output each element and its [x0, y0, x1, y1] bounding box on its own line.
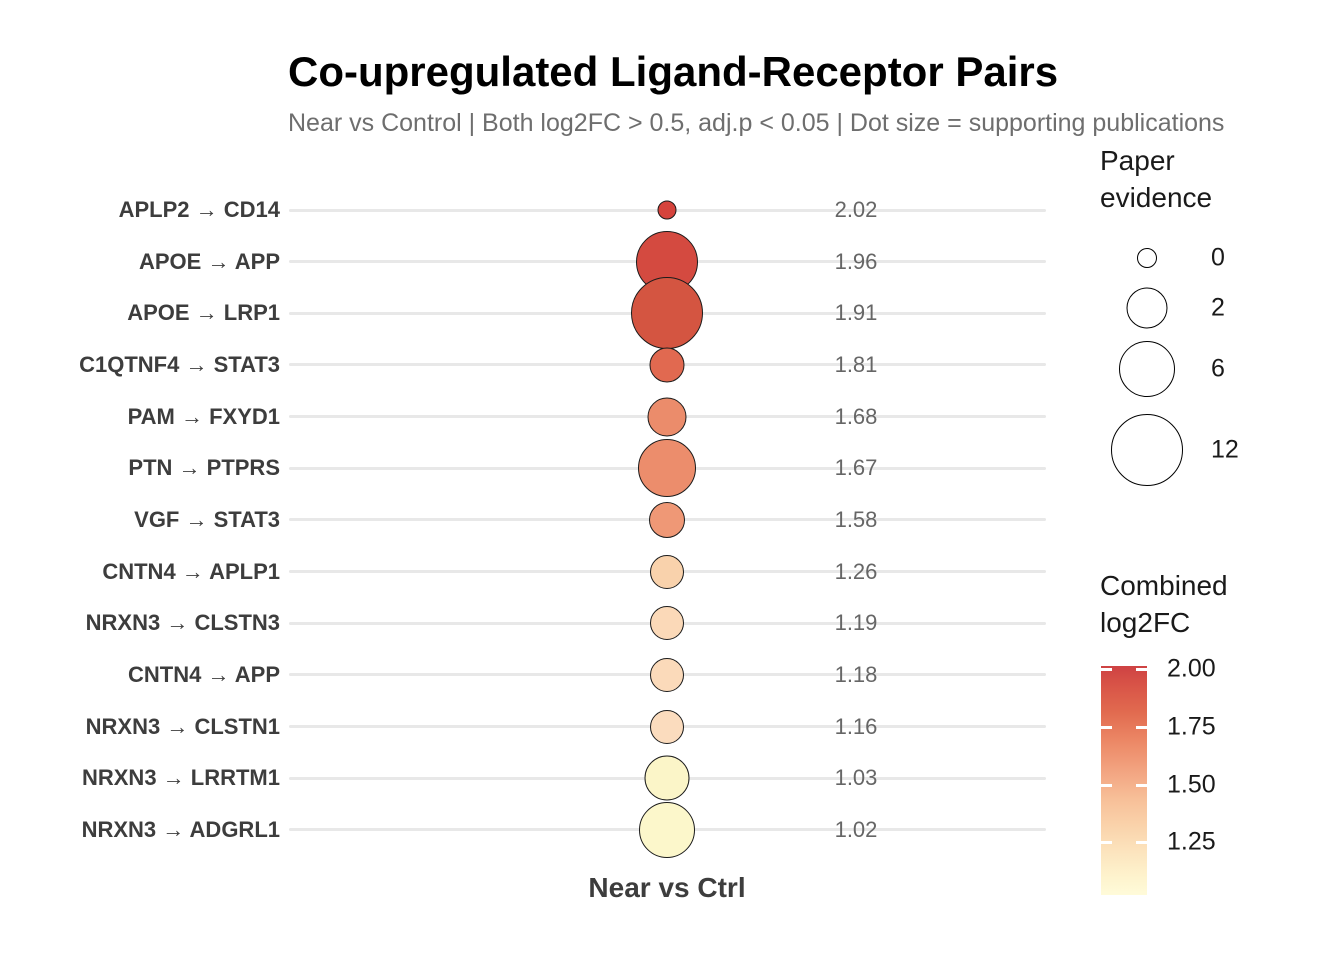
colorbar-tick-label: 2.00 [1167, 654, 1216, 683]
data-point-dot [631, 277, 703, 350]
y-axis-tick-label: C1QTNF4 → STAT3 [79, 351, 280, 377]
size-legend-label: 6 [1211, 354, 1225, 383]
y-axis-tick-label: CNTN4 → APP [128, 661, 280, 687]
data-point-dot [650, 657, 684, 692]
y-axis-tick-label: VGF → STAT3 [134, 506, 280, 532]
data-point-dot [657, 200, 677, 220]
value-label: 1.18 [834, 661, 878, 687]
y-axis-tick-label: CNTN4 → APLP1 [102, 558, 280, 584]
colorbar-tick-right [1136, 668, 1147, 671]
y-axis-tick-label: PTN → PTPRS [128, 455, 280, 481]
colorbar-tick-right [1136, 841, 1147, 844]
colorbar-tick-label: 1.50 [1167, 770, 1216, 799]
value-label: 2.02 [834, 197, 878, 222]
data-point-dot [650, 554, 684, 589]
colorbar-tick-label: 1.25 [1167, 827, 1216, 856]
value-label: 1.58 [834, 506, 878, 532]
size-legend-label: 2 [1211, 293, 1225, 322]
data-point-dot [644, 755, 690, 801]
data-point-dot [647, 397, 687, 437]
x-axis-tick-label: Near vs Ctrl [588, 872, 746, 903]
value-label: 1.81 [834, 351, 878, 377]
colorbar-tick-left [1101, 841, 1112, 844]
size-legend-circle [1126, 287, 1168, 329]
colorbar-tick-label: 1.75 [1167, 712, 1216, 741]
colorbar-tick-right [1136, 784, 1147, 787]
data-point-dot [639, 801, 695, 858]
y-axis-tick-label: NRXN3 → ADGRL1 [81, 816, 280, 842]
data-point-dot [649, 501, 685, 538]
size-legend-title: Paper evidence [1100, 145, 1213, 213]
value-label: 1.19 [834, 610, 878, 636]
size-legend-label: 12 [1211, 435, 1239, 464]
colorbar-tick-left [1101, 726, 1112, 729]
value-label: 1.96 [834, 248, 878, 274]
y-axis-tick-label: NRXN3 → CLSTN3 [85, 610, 280, 636]
size-legend-circle [1111, 414, 1183, 486]
y-axis-tick-label: APLP2 → CD14 [118, 197, 280, 222]
color-legend-title: Combined log2FC [1100, 570, 1228, 638]
size-legend-circle [1119, 341, 1175, 397]
y-axis-tick-label: APOE → LRP1 [127, 300, 280, 326]
y-axis-tick-label: NRXN3 → LRRTM1 [81, 765, 280, 791]
value-label: 1.91 [834, 300, 878, 326]
value-label: 1.02 [834, 816, 878, 842]
value-label: 1.03 [834, 765, 878, 791]
chart-title: Co-upregulated Ligand-Receptor Pairs [288, 48, 1059, 95]
y-axis-tick-label: PAM → FXYD1 [127, 403, 280, 429]
data-point-dot [650, 709, 684, 744]
chart-subtitle: Near vs Control | Both log2FC > 0.5, adj… [288, 109, 1225, 137]
data-point-dot [649, 347, 685, 383]
value-label: 1.68 [834, 403, 878, 429]
colorbar-tick-left [1101, 784, 1112, 787]
value-label: 1.16 [834, 713, 878, 739]
size-legend-circle [1137, 248, 1157, 268]
y-axis-tick-label: NRXN3 → CLSTN1 [85, 713, 280, 739]
data-point-dot [638, 439, 696, 498]
data-point-dot [650, 606, 684, 641]
y-axis-tick-label: APOE → APP [139, 248, 280, 274]
colorbar-gradient [1101, 666, 1147, 895]
value-label: 1.67 [834, 455, 878, 481]
value-label: 1.26 [834, 558, 878, 584]
colorbar-tick-left [1101, 668, 1112, 671]
size-legend-label: 0 [1211, 243, 1225, 272]
colorbar-tick-right [1136, 726, 1147, 729]
